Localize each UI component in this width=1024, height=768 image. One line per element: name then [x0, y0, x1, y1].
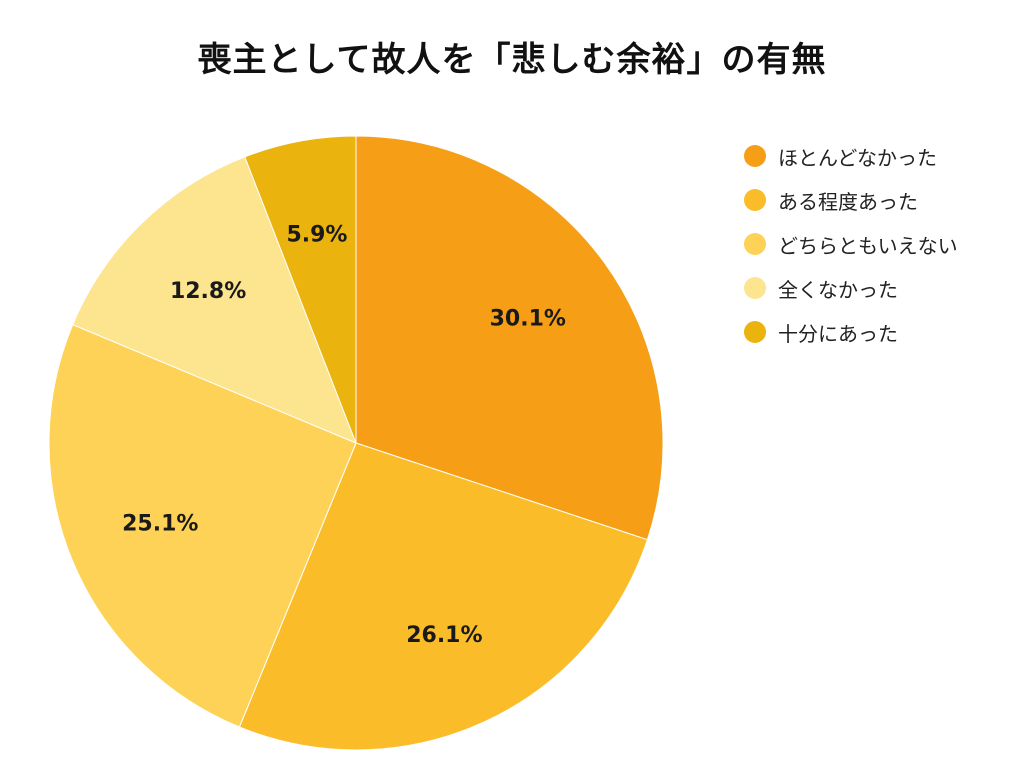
chart-title: 喪主として故人を「悲しむ余裕」の有無: [197, 40, 827, 80]
legend: ほとんどなかった ある程度あった どちらともいえない 全くなかった 十分にあった: [744, 134, 958, 354]
legend-swatch: [744, 189, 766, 211]
legend-item: ある程度あった: [744, 178, 958, 222]
pie-slice: [72, 156, 357, 444]
legend-label: ある程度あった: [778, 189, 918, 214]
legend-item: 十分にあった: [744, 310, 958, 354]
legend-swatch: [744, 145, 766, 167]
legend-swatch: [744, 321, 766, 343]
slice-data-label: 30.1%: [490, 307, 566, 332]
legend-item: 全くなかった: [744, 266, 958, 310]
slice-data-label: 26.1%: [406, 623, 482, 648]
legend-label: 全くなかった: [778, 277, 898, 302]
pie-slice: [355, 135, 664, 541]
legend-label: 十分にあった: [778, 321, 898, 346]
legend-label: ほとんどなかった: [778, 145, 937, 170]
slice-data-label: 25.1%: [122, 512, 198, 537]
legend-swatch: [744, 233, 766, 255]
slice-data-label: 5.9%: [286, 222, 347, 247]
legend-label: どちらともいえない: [778, 233, 958, 258]
pie-slice: [48, 323, 357, 728]
legend-swatch: [744, 277, 766, 299]
pie-slice: [244, 135, 357, 444]
legend-item: どちらともいえない: [744, 222, 958, 266]
slice-data-label: 12.8%: [170, 279, 246, 304]
legend-item: ほとんどなかった: [744, 134, 958, 178]
pie-slice: [238, 442, 649, 751]
